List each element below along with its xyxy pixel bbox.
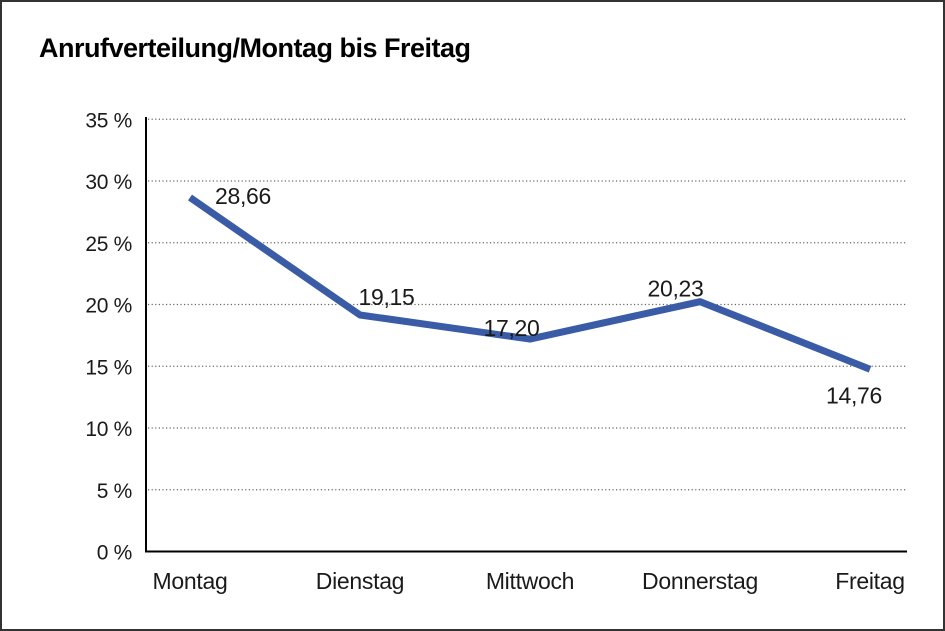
data-label: 28,66 [215, 183, 271, 209]
y-tick-label: 15 % [85, 356, 132, 379]
x-category-label: Mittwoch [486, 568, 574, 594]
y-tick-label: 5 % [97, 480, 132, 503]
y-tick-label: 10 % [85, 418, 132, 441]
x-category-label: Dienstag [316, 568, 404, 594]
data-label: 20,23 [647, 276, 703, 302]
y-tick-label: 35 % [85, 109, 132, 132]
chart-title: Anrufverteilung/Montag bis Freitag [39, 33, 471, 63]
data-label: 14,76 [826, 383, 882, 409]
y-tick-label: 30 % [85, 171, 132, 194]
x-category-label: Donnerstag [642, 568, 758, 594]
data-label: 17,20 [483, 315, 539, 341]
x-category-label: Freitag [835, 568, 904, 594]
data-label: 19,15 [358, 284, 414, 310]
y-tick-label: 25 % [85, 233, 132, 256]
data-line [188, 194, 872, 373]
x-category-label: Montag [153, 568, 228, 594]
y-tick-label: 20 % [85, 295, 132, 318]
y-tick-label: 0 % [97, 542, 132, 565]
